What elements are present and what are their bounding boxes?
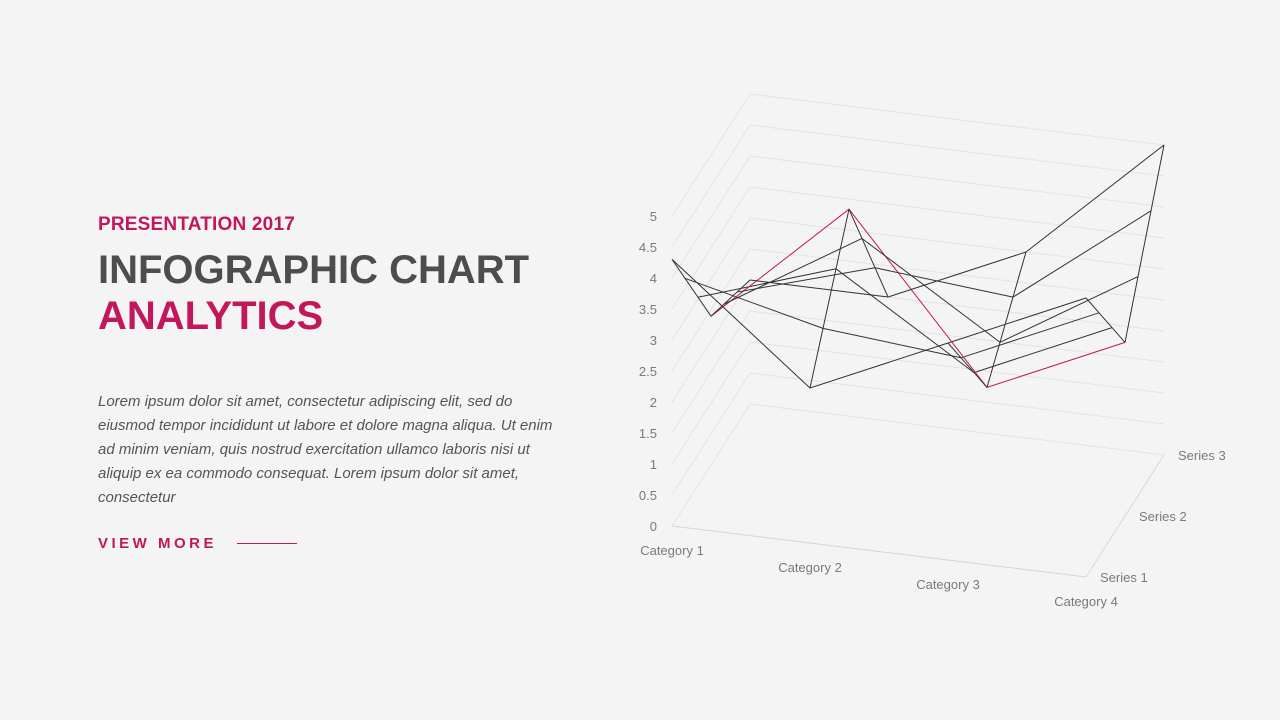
gridline-back bbox=[749, 310, 1165, 363]
surface-line-along-categories bbox=[710, 208, 1126, 388]
floor-right-edge bbox=[1085, 454, 1165, 578]
surface-line-along-categories bbox=[684, 277, 1100, 359]
surface-line-along-categories bbox=[736, 210, 1152, 298]
gridline-side bbox=[671, 93, 751, 217]
floor-front-edge bbox=[671, 525, 1087, 578]
chart-gridlines bbox=[671, 93, 1165, 578]
gridline-side bbox=[671, 248, 751, 372]
chart-labels: 0 0.5 1 1.5 2 2.5 3 3.5 4 4.5 5 Category 1 Category … bbox=[639, 209, 1226, 609]
surface-line-along-series bbox=[1085, 144, 1165, 343]
gridline-back bbox=[749, 93, 1165, 146]
gridline-back bbox=[749, 186, 1165, 239]
gridline-side bbox=[671, 155, 751, 279]
series-label: Series 2 bbox=[1139, 509, 1187, 524]
gridline-side bbox=[671, 372, 751, 496]
z-tick-label: 1 bbox=[650, 457, 657, 472]
z-tick-label: 1.5 bbox=[639, 426, 657, 441]
surface-line-along-series bbox=[947, 251, 1027, 388]
gridline-side bbox=[671, 186, 751, 310]
gridline-back bbox=[749, 403, 1165, 456]
series-label: Series 1 bbox=[1100, 570, 1148, 585]
text-panel: PRESENTATION 2017 INFOGRAPHIC CHART ANAL… bbox=[98, 214, 568, 510]
gridline-side bbox=[671, 217, 751, 341]
gridline-side bbox=[671, 124, 751, 248]
view-more-underline bbox=[237, 543, 298, 544]
gridline-back bbox=[749, 341, 1165, 394]
z-tick-label: 5 bbox=[650, 209, 657, 224]
category-label: Category 4 bbox=[1054, 594, 1118, 609]
surface-line-along-series bbox=[671, 259, 751, 317]
gridline-side bbox=[671, 341, 751, 465]
kicker-label: PRESENTATION 2017 bbox=[98, 214, 295, 235]
category-label: Category 1 bbox=[640, 543, 704, 558]
surface-line-along-categories bbox=[697, 268, 1113, 374]
z-tick-label: 2 bbox=[650, 395, 657, 410]
surface-line-along-series bbox=[809, 208, 889, 389]
z-tick-label: 0.5 bbox=[639, 488, 657, 503]
z-tick-label: 2.5 bbox=[639, 364, 657, 379]
gridline-back bbox=[749, 372, 1165, 425]
category-label: Category 3 bbox=[916, 577, 980, 592]
view-more-label: VIEW MORE bbox=[98, 535, 218, 552]
surface-line-along-categories bbox=[671, 259, 1087, 389]
surface-line-along-categories bbox=[723, 237, 1139, 343]
gridline-side bbox=[671, 310, 751, 434]
z-tick-label: 4 bbox=[650, 271, 657, 286]
body-paragraph: Lorem ipsum dolor sit amet, consectetur … bbox=[98, 393, 553, 506]
gridline-side bbox=[671, 279, 751, 403]
gridline-back bbox=[749, 217, 1165, 270]
chart-wireframe bbox=[671, 144, 1165, 389]
z-tick-label: 3.5 bbox=[639, 302, 657, 317]
gridline-side bbox=[671, 403, 751, 527]
z-tick-label: 0 bbox=[650, 519, 657, 534]
view-more-link[interactable]: VIEW MORE bbox=[98, 535, 298, 552]
series-label: Series 3 bbox=[1178, 448, 1226, 463]
gridline-back bbox=[749, 124, 1165, 177]
title-line-2: ANALYTICS bbox=[98, 294, 324, 338]
z-tick-label: 4.5 bbox=[639, 240, 657, 255]
z-tick-label: 3 bbox=[650, 333, 657, 348]
title-line-1: INFOGRAPHIC CHART bbox=[98, 248, 530, 292]
gridline-back bbox=[749, 155, 1165, 208]
surface-line-along-categories bbox=[749, 144, 1165, 298]
category-label: Category 2 bbox=[778, 560, 842, 575]
